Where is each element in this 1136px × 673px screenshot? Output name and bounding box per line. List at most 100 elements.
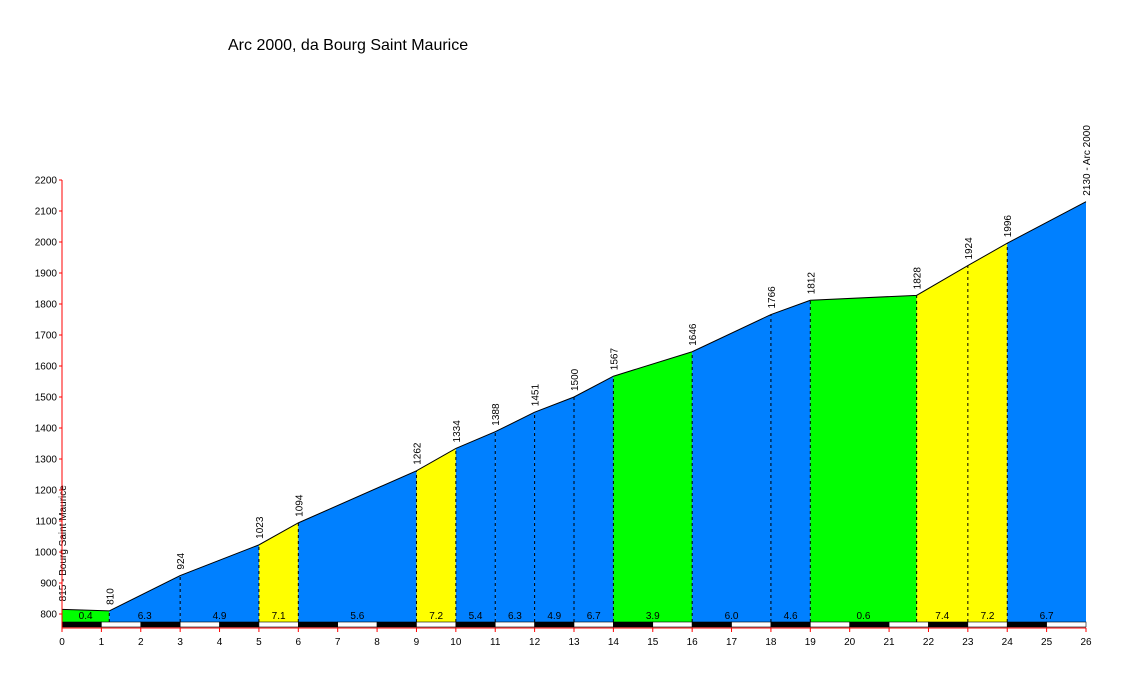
- x-tick-label-14: 14: [608, 637, 620, 648]
- x-tick-label-15: 15: [647, 637, 659, 648]
- elevation-label-5: 1262: [412, 442, 423, 465]
- y-tick-label-2000: 2000: [35, 238, 58, 249]
- segment-area-9: [574, 376, 614, 622]
- segment-area-6: [455, 431, 496, 622]
- scale-bar-km-8: [376, 621, 417, 628]
- elevation-label-3: 1023: [255, 516, 266, 539]
- y-tick-label-2200: 2200: [35, 176, 58, 187]
- scale-bar-km-25: [1046, 621, 1087, 628]
- scale-bar-km-9: [416, 621, 457, 628]
- distance-scale-bar: [61, 621, 1087, 628]
- x-tick-label-13: 13: [568, 637, 580, 648]
- elevation-label-0: 815 - Bourg Saint Maurice: [58, 485, 69, 602]
- grade-label-14: 7.4: [935, 611, 949, 622]
- y-tick-label-1400: 1400: [35, 424, 58, 435]
- x-tick-label-19: 19: [805, 637, 817, 648]
- elevation-label-10: 1567: [609, 348, 620, 371]
- x-tick-label-5: 5: [256, 637, 262, 648]
- y-tick-label-1300: 1300: [35, 455, 58, 466]
- profile-outline: [61, 201, 1087, 612]
- segment-area-0: [62, 609, 110, 622]
- x-tick-label-12: 12: [529, 637, 541, 648]
- grade-label-0: 0.4: [79, 611, 93, 622]
- scale-bar-km-12: [534, 621, 575, 628]
- x-tick-label-16: 16: [687, 637, 699, 648]
- segment-area-5: [416, 448, 456, 622]
- x-tick-label-21: 21: [884, 637, 896, 648]
- elevation-label-8: 1451: [531, 384, 542, 407]
- scale-bar-km-7: [337, 621, 378, 628]
- segment-area-1: [109, 575, 181, 622]
- elevation-label-14: 1828: [913, 267, 924, 290]
- scale-bar-km-2: [140, 621, 181, 628]
- x-tick-label-25: 25: [1041, 637, 1053, 648]
- elevation-labels: 815 - Bourg Saint Maurice 810 924 1023 1094 1…: [58, 125, 1093, 605]
- profile-line: [61, 201, 1087, 612]
- scale-bar-km-21: [888, 621, 929, 628]
- grade-labels: 0.4 6.3 4.9 7.1 5.6 7.2 5.4 6.3 4.9 6.7 3.9 6.0 4.6 0…: [79, 611, 1054, 622]
- grade-label-9: 6.7: [587, 611, 601, 622]
- y-tick-label-1700: 1700: [35, 331, 58, 342]
- segment-dividers: [108, 243, 1008, 622]
- x-tick-label-20: 20: [844, 637, 856, 648]
- scale-bar-km-11: [494, 621, 535, 628]
- elevation-label-1: 810: [105, 588, 116, 605]
- y-tick-label-1800: 1800: [35, 300, 58, 311]
- grade-label-13: 0.6: [857, 611, 871, 622]
- x-tick-label-7: 7: [335, 637, 341, 648]
- scale-bar-km-23: [967, 621, 1008, 628]
- chart-title: Arc 2000, da Bourg Saint Maurice: [228, 37, 468, 54]
- segment-area-14: [916, 265, 968, 622]
- y-axis-ticks: 800 900 1000 1100 1200 1300 1400 1500 1600 1700 18…: [35, 176, 62, 621]
- segment-area-13: [810, 295, 917, 622]
- x-tick-label-10: 10: [450, 637, 462, 648]
- y-tick-label-1200: 1200: [35, 486, 58, 497]
- x-axis-ticks: 0 1 2 3 4 5 6 7 8 9 10 11 12 13 14 15 16 17 18 19 20 21 22 23 24…: [59, 628, 1092, 648]
- x-tick-label-0: 0: [59, 637, 65, 648]
- grade-label-3: 7.1: [272, 611, 286, 622]
- grade-label-6: 5.4: [469, 611, 483, 622]
- elevation-label-12: 1766: [767, 286, 778, 309]
- x-tick-label-3: 3: [177, 637, 183, 648]
- grade-label-11: 6.0: [725, 611, 739, 622]
- y-tick-label-2100: 2100: [35, 207, 58, 218]
- y-tick-label-1900: 1900: [35, 269, 58, 280]
- grade-label-4: 5.6: [350, 611, 364, 622]
- x-tick-label-17: 17: [726, 637, 738, 648]
- elevation-label-13: 1812: [806, 272, 817, 295]
- x-tick-label-2: 2: [138, 637, 144, 648]
- segment-area-8: [534, 397, 574, 622]
- grade-label-5: 7.2: [429, 611, 443, 622]
- segment-area-7: [495, 412, 535, 622]
- segment-area-4: [298, 470, 417, 622]
- grade-label-12: 4.6: [784, 611, 798, 622]
- y-tick-label-900: 900: [40, 579, 57, 590]
- y-tick-label-800: 800: [40, 610, 57, 621]
- grade-label-15: 7.2: [981, 611, 995, 622]
- segment-area-3: [258, 522, 299, 622]
- elevation-label-16: 1996: [1003, 215, 1014, 238]
- x-tick-label-8: 8: [374, 637, 380, 648]
- segment-area-2: [180, 544, 259, 622]
- x-tick-label-22: 22: [923, 637, 935, 648]
- profile-areas: [62, 201, 1086, 623]
- scale-bar-km-18: [770, 621, 811, 628]
- segment-area-10: [613, 351, 693, 622]
- x-tick-label-1: 1: [99, 637, 105, 648]
- y-tick-label-1600: 1600: [35, 362, 58, 373]
- scale-bar-km-1: [101, 621, 142, 628]
- x-tick-label-6: 6: [296, 637, 302, 648]
- scale-bar-km-19: [810, 621, 850, 628]
- elevation-label-9: 1500: [570, 368, 581, 391]
- scale-bar-km-17: [731, 621, 772, 628]
- scale-bar-km-5: [258, 621, 299, 628]
- segment-area-11: [692, 314, 771, 622]
- x-tick-label-18: 18: [765, 637, 777, 648]
- elevation-label-11: 1646: [688, 323, 699, 346]
- x-tick-label-4: 4: [217, 637, 223, 648]
- elevation-label-6: 1334: [452, 420, 463, 443]
- segment-area-15: [967, 243, 1008, 623]
- grade-label-8: 4.9: [547, 611, 561, 622]
- scale-bar-km-0: [61, 621, 102, 628]
